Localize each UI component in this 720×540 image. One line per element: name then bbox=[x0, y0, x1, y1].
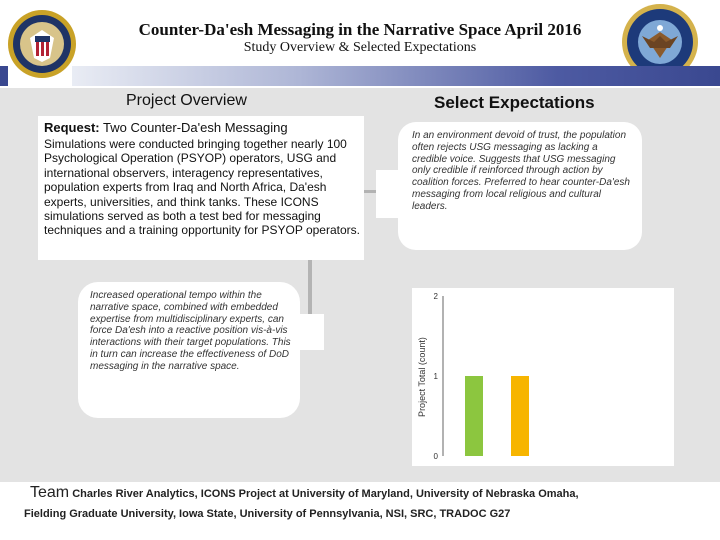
connector-box-top bbox=[376, 170, 400, 218]
request-line: Request: Two Counter-Da'esh Messaging bbox=[44, 120, 360, 135]
request-text: Two Counter-Da'esh Messaging bbox=[103, 120, 288, 135]
team-line: Team Charles River Analytics, ICONS Proj… bbox=[30, 484, 579, 502]
y-tick-label: 1 bbox=[434, 372, 439, 381]
chart-y-axis-label: Project Total (count) bbox=[417, 337, 427, 417]
connector-box-bottom bbox=[298, 314, 324, 350]
page-subtitle: Study Overview & Selected Expectations bbox=[243, 40, 477, 55]
team-members-line2: Fielding Graduate University, Iowa State… bbox=[24, 508, 511, 520]
team-label: Team bbox=[30, 484, 70, 501]
joint-chiefs-seal bbox=[6, 8, 78, 80]
page-title: Counter-Da'esh Messaging in the Narrativ… bbox=[138, 20, 582, 39]
select-expectations-heading: Select Expectations bbox=[434, 93, 595, 112]
department-of-defense-seal bbox=[620, 2, 700, 82]
y-tick-label: 0 bbox=[434, 452, 439, 461]
y-tick-label: 2 bbox=[434, 292, 439, 301]
tempo-expectation-card: Increased operational tempo within the n… bbox=[78, 282, 300, 418]
header-band bbox=[72, 66, 720, 86]
connector-vertical bbox=[308, 258, 312, 314]
request-label: Request: bbox=[44, 120, 100, 135]
request-box: Request: Two Counter-Da'esh Messaging Si… bbox=[38, 116, 364, 260]
chart-bar bbox=[511, 376, 529, 456]
header-band-block bbox=[0, 66, 8, 86]
project-total-chart: Project Total (count) 0 1 2 bbox=[412, 288, 674, 466]
team-members-line1: Charles River Analytics, ICONS Project a… bbox=[72, 488, 579, 500]
request-body: Simulations were conducted bringing toge… bbox=[44, 137, 360, 238]
trust-expectation-card: In an environment devoid of trust, the p… bbox=[398, 122, 642, 250]
project-overview-heading: Project Overview bbox=[126, 92, 247, 109]
chart-background bbox=[412, 288, 674, 466]
chart-bar bbox=[465, 376, 483, 456]
